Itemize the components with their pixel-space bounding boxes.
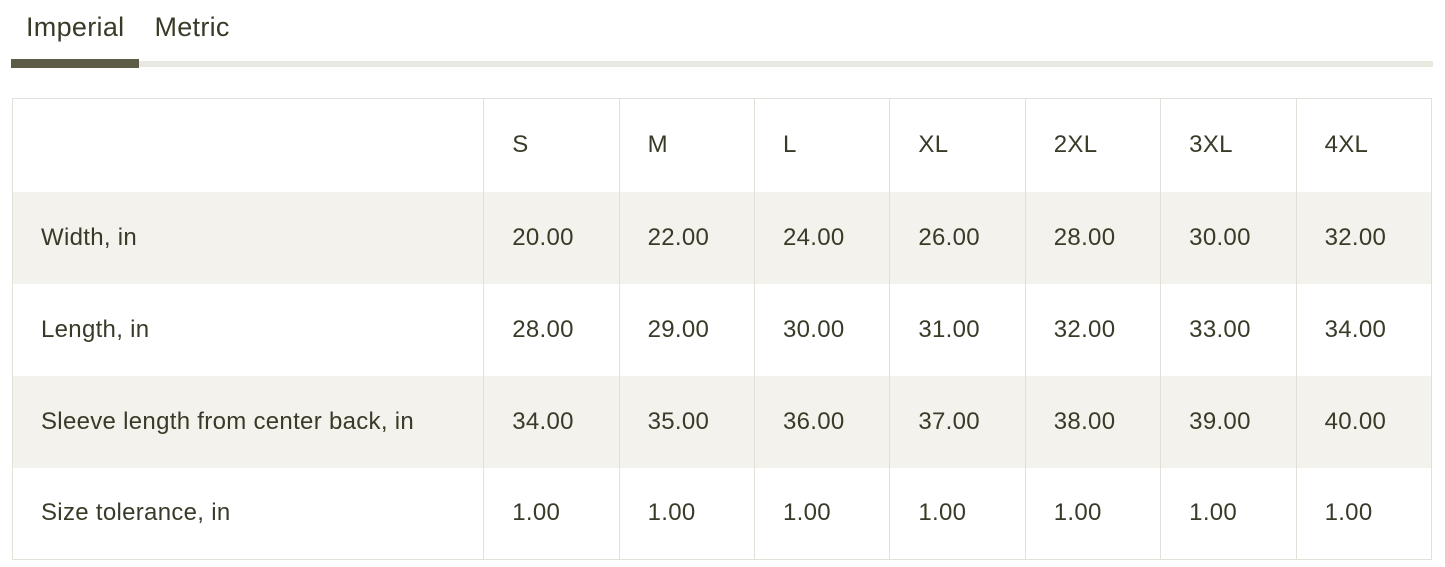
measurement-value: 28.00 <box>483 283 620 376</box>
size-chart-head: S M L XL 2XL 3XL 4XL <box>11 98 1433 192</box>
measurement-value: 34.00 <box>1295 283 1433 376</box>
measurement-value: 32.00 <box>1024 283 1162 376</box>
measurement-value: 36.00 <box>753 375 891 468</box>
measurement-value: 22.00 <box>618 191 756 284</box>
table-row: Width, in 20.00 22.00 24.00 26.00 28.00 30.00 3… <box>11 191 1433 284</box>
measurement-value: 24.00 <box>753 191 891 284</box>
measurement-value: 20.00 <box>483 191 620 284</box>
table-row: Sleeve length from center back, in 34.00 3… <box>11 375 1433 468</box>
tab-metric[interactable]: Metric <box>139 8 244 61</box>
measurement-value: 1.00 <box>1295 467 1433 560</box>
measurement-value: 32.00 <box>1295 191 1433 284</box>
size-column-header: XL <box>889 98 1026 192</box>
measurement-value: 31.00 <box>889 283 1026 376</box>
measurement-value: 1.00 <box>753 467 891 560</box>
size-column-header: 3XL <box>1160 98 1297 192</box>
row-label: Size tolerance, in <box>11 467 485 560</box>
measurement-value: 26.00 <box>889 191 1026 284</box>
row-label: Length, in <box>11 283 485 376</box>
size-column-header: M <box>618 98 756 192</box>
measurement-value: 35.00 <box>618 375 756 468</box>
row-label: Width, in <box>11 191 485 284</box>
measurement-value: 1.00 <box>889 467 1026 560</box>
unit-tabbar: Imperial Metric <box>11 8 1433 68</box>
corner-header-cell <box>11 98 485 192</box>
measurement-value: 34.00 <box>483 375 620 468</box>
measurement-value: 37.00 <box>889 375 1026 468</box>
table-row: Length, in 28.00 29.00 30.00 31.00 32.00 33.00… <box>11 283 1433 376</box>
measurement-value: 30.00 <box>753 283 891 376</box>
measurement-value: 1.00 <box>483 467 620 560</box>
measurement-value: 29.00 <box>618 283 756 376</box>
size-chart-container: S M L XL 2XL 3XL 4XL Width, in 20.00 22.00 24.00 2… <box>11 98 1433 560</box>
measurement-value: 1.00 <box>618 467 756 560</box>
size-chart-table: S M L XL 2XL 3XL 4XL Width, in 20.00 22.00 24.00 2… <box>11 98 1433 560</box>
measurement-value: 33.00 <box>1160 283 1297 376</box>
size-column-header: S <box>483 98 620 192</box>
measurement-value: 39.00 <box>1160 375 1297 468</box>
size-column-header: L <box>753 98 891 192</box>
measurement-value: 28.00 <box>1024 191 1162 284</box>
measurement-value: 1.00 <box>1160 467 1297 560</box>
size-chart-body: Width, in 20.00 22.00 24.00 26.00 28.00 30.00 3… <box>11 191 1433 560</box>
table-row: Size tolerance, in 1.00 1.00 1.00 1.00 1.00 1.… <box>11 467 1433 560</box>
tab-imperial[interactable]: Imperial <box>11 8 140 68</box>
measurement-value: 30.00 <box>1160 191 1297 284</box>
row-label: Sleeve length from center back, in <box>11 375 485 468</box>
size-column-header: 2XL <box>1024 98 1162 192</box>
size-column-header: 4XL <box>1295 98 1433 192</box>
measurement-value: 38.00 <box>1024 375 1162 468</box>
measurement-value: 1.00 <box>1024 467 1162 560</box>
header-row: S M L XL 2XL 3XL 4XL <box>11 98 1433 192</box>
measurement-value: 40.00 <box>1295 375 1433 468</box>
